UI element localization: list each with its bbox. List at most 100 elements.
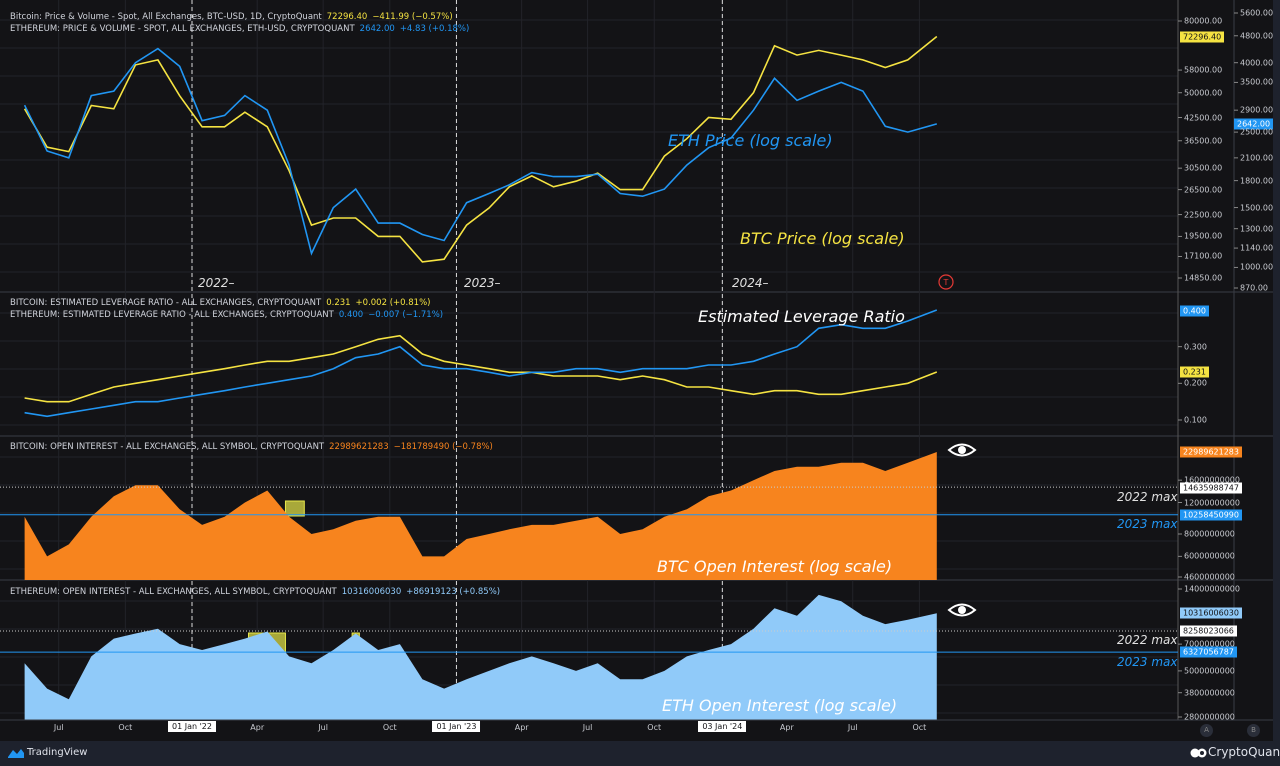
y-axis-tick-label: 870.00 (1240, 283, 1268, 293)
btc-oi-tag: 22989621283 (1180, 446, 1242, 458)
y-axis-tick-label: 36500.00 (1184, 136, 1223, 146)
scale-a-button[interactable]: A (1200, 724, 1213, 737)
red-circle-t-icon (938, 274, 954, 290)
highlight-box (284, 500, 305, 517)
y-axis-tick-label: 1140.00 (1240, 243, 1274, 253)
x-axis-tick-label: Jul (53, 723, 64, 732)
x-axis-tick-label: Apr (779, 723, 794, 732)
x-axis-tick-label: 01 Jan '23 (432, 721, 481, 732)
year-label: 2023– (464, 276, 501, 290)
y-axis-tick-label: 2500.00 (1240, 127, 1274, 137)
tradingview-brand[interactable]: TradingView (27, 747, 88, 758)
legend-change: +0.002 (+0.81%) (355, 298, 431, 308)
annotation-btc-price: BTC Price (log scale) (740, 229, 905, 248)
x-axis-tick-label: Oct (647, 723, 662, 732)
legend-eth-leverage[interactable]: ETHEREUM: ESTIMATED LEVERAGE RATIO - ALL… (10, 309, 448, 321)
y-axis-tick-label: 1000.00 (1240, 262, 1274, 272)
btc-oi-2023max-tag: 10258450990 (1180, 509, 1242, 521)
eth-oi-2022-max-label: 2022 max (1117, 633, 1178, 647)
legend-name: ETHEREUM: PRICE & VOLUME - SPOT, ALL EXC… (10, 24, 355, 34)
x-axis-tick-label: 03 Jan '24 (698, 721, 747, 732)
x-axis-tick-label: 01 Jan '22 (168, 721, 216, 732)
y-axis-tick-label: 80000.00 (1184, 16, 1223, 26)
y-axis-tick-label: 4800.00 (1240, 31, 1274, 41)
x-axis-tick-label: Jul (582, 723, 593, 732)
y-axis-tick-label: 2900.00 (1240, 105, 1274, 115)
y-axis-tick-label: 50000.00 (1184, 88, 1223, 98)
btc-oi-2022max-tag: 14635988747 (1180, 482, 1242, 494)
eth-price-line (23, 47, 938, 256)
eth-lev-line (24, 309, 938, 418)
legend-eth-price[interactable]: ETHEREUM: PRICE & VOLUME - SPOT, ALL EXC… (10, 23, 474, 35)
eye-icon (947, 443, 977, 457)
btc-price-line (23, 35, 938, 263)
red-circle-t-icon-glyph: T (943, 278, 949, 287)
y-axis-tick-label: 14850.00 (1184, 273, 1223, 283)
eth-oi-tag: 10316006030 (1180, 607, 1242, 619)
y-axis-tick-label: 1500.00 (1240, 203, 1274, 213)
legend-btc-leverage[interactable]: BITCOIN: ESTIMATED LEVERAGE RATIO - ALL … (10, 297, 435, 309)
legend-value: 10316006030 (341, 587, 402, 597)
y-axis-tick-label: 42500.00 (1184, 113, 1223, 123)
y-axis-tick-label: 5600.00 (1240, 8, 1274, 18)
y-axis-tick-label: 1300.00 (1240, 224, 1274, 234)
btc-oi-2023-max-label: 2023 max (1117, 517, 1178, 531)
x-axis-tick-label: Oct (912, 723, 927, 732)
btc-price-tag: 72296.40 (1180, 31, 1225, 43)
eth-oi-2023-max-label: 2023 max (1117, 655, 1178, 669)
eye-icon-pupil (958, 606, 966, 614)
legend-value: 0.231 (326, 298, 351, 308)
btc-oi-area (24, 452, 937, 580)
y-axis-tick-label: 1800.00 (1240, 176, 1274, 186)
y-axis-tick-label: 0.200 (1184, 378, 1207, 388)
y-axis-tick-label: 8000000000 (1184, 529, 1235, 539)
x-axis-tick-label: Jul (847, 723, 858, 732)
y-axis-tick-label: 16000000000 (1184, 475, 1240, 485)
x-axis-tick-label: Apr (250, 723, 265, 732)
eye-icon-pupil (958, 446, 966, 454)
legend-btc-oi[interactable]: BITCOIN: OPEN INTEREST - ALL EXCHANGES, … (10, 441, 498, 453)
x-axis-tick-label: Apr (514, 723, 529, 732)
legend-change: −411.99 (−0.57%) (372, 12, 453, 22)
y-axis-tick-label: 5000000000 (1184, 666, 1235, 676)
time-axis (0, 720, 1273, 741)
y-axis-tick-label: 2100.00 (1240, 153, 1274, 163)
y-axis-tick-label: 2800000000 (1184, 712, 1235, 722)
y-axis-tick-label: 19500.00 (1184, 231, 1223, 241)
legend-value: 2642.00 (359, 24, 395, 34)
cryptoquant-brand: CryptoQuant (1208, 745, 1280, 759)
y-axis-tick-label: 22500.00 (1184, 210, 1223, 220)
eth-leverage-tag: 0.400 (1180, 305, 1209, 317)
scale-b-button[interactable]: B (1247, 724, 1260, 737)
btc-oi-2022-max-label: 2022 max (1117, 490, 1178, 504)
legend-name: BITCOIN: OPEN INTEREST - ALL EXCHANGES, … (10, 442, 325, 452)
eth-oi-area (24, 594, 937, 720)
y-axis-tick-label: 4600000000 (1184, 572, 1235, 582)
y-axis-tick-label: 14000000000 (1184, 584, 1240, 594)
y-axis-tick-label: 30500.00 (1184, 163, 1223, 173)
eye-icon (947, 603, 977, 617)
y-axis-tick-label: 3800000000 (1184, 688, 1235, 698)
legend-btc-price[interactable]: Bitcoin: Price & Volume - Spot, All Exch… (10, 11, 458, 23)
annotation-eth-oi: ETH Open Interest (log scale) (662, 696, 898, 715)
y-axis-tick-label: 0.300 (1184, 342, 1207, 352)
y-axis-tick-label: 58000.00 (1184, 65, 1223, 75)
tradingview-logo-icon (8, 749, 24, 758)
year-label: 2022– (198, 276, 235, 290)
legend-change: +86919123 (+0.85%) (406, 587, 501, 597)
legend-value: 72296.40 (326, 12, 368, 22)
btc-leverage-tag: 0.231 (1180, 366, 1209, 378)
footer-bar: TradingView CryptoQuant (0, 741, 1280, 766)
cryptoquant-logo-icon (1190, 748, 1207, 758)
legend-value: 22989621283 (329, 442, 389, 452)
y-axis-tick-label: 3500.00 (1240, 77, 1274, 87)
legend-eth-oi[interactable]: ETHEREUM: OPEN INTEREST - ALL EXCHANGES,… (10, 586, 505, 598)
legend-change: −181789490 (−0.78%) (393, 442, 493, 452)
y-axis-tick-label: 0.100 (1184, 415, 1207, 425)
legend-name: Bitcoin: Price & Volume - Spot, All Exch… (10, 12, 322, 22)
annotation-btc-oi: BTC Open Interest (log scale) (657, 557, 893, 576)
legend-change: −0.007 (−1.71%) (368, 310, 444, 320)
legend-name: ETHEREUM: OPEN INTEREST - ALL EXCHANGES,… (10, 587, 337, 597)
annotation-eth-price: ETH Price (log scale) (668, 131, 833, 150)
